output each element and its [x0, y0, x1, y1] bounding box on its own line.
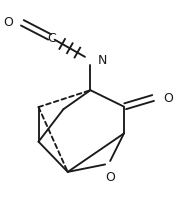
Text: O: O [105, 170, 115, 183]
Text: N: N [98, 54, 107, 67]
Text: O: O [163, 91, 173, 104]
Text: C: C [47, 32, 56, 45]
Text: O: O [3, 16, 13, 29]
